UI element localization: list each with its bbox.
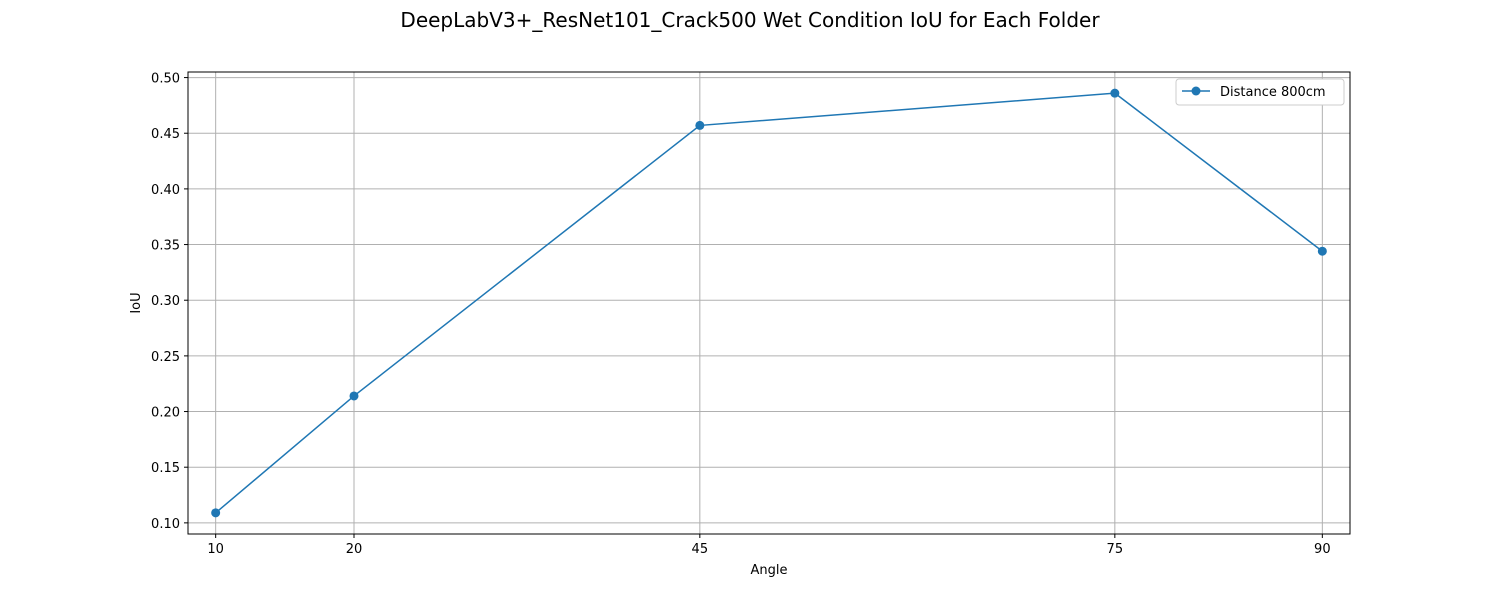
x-tick-label: 20 — [346, 542, 363, 557]
data-point — [695, 120, 705, 130]
x-axis: 10 20 45 75 90 — [207, 534, 1331, 557]
y-axis-label: IoU — [129, 292, 144, 313]
y-tick-label: 0.40 — [151, 183, 180, 198]
chart-title: DeepLabV3+_ResNet101_Crack500 Wet Condit… — [400, 8, 1100, 32]
plot-frame — [187, 71, 1351, 535]
y-tick-label: 0.30 — [151, 294, 180, 309]
data-point — [349, 391, 359, 401]
data-point — [1317, 246, 1327, 256]
y-tick-label: 0.50 — [151, 72, 180, 87]
legend-label: Distance 800cm — [1220, 85, 1326, 100]
y-tick-label: 0.20 — [151, 406, 180, 421]
legend-box — [1175, 78, 1345, 106]
y-tick-label: 0.10 — [151, 517, 180, 532]
series-layer — [211, 88, 1327, 518]
y-tick-label: 0.15 — [151, 461, 180, 476]
y-tick-label: 0.45 — [151, 127, 180, 142]
data-point — [1110, 88, 1120, 98]
x-tick-label: 10 — [207, 542, 224, 557]
x-axis-label: Angle — [751, 563, 788, 578]
y-tick-label: 0.25 — [151, 350, 180, 365]
x-tick-label: 90 — [1314, 542, 1331, 557]
grid-lines — [188, 72, 1350, 534]
x-tick-label: 45 — [692, 542, 709, 557]
legend-marker-icon — [1191, 86, 1201, 96]
y-axis: 0.10 0.15 0.20 0.25 0.30 0.35 0.40 0.45 0.50 — [151, 72, 188, 532]
data-point — [211, 508, 221, 518]
series-line — [215, 92, 1323, 514]
y-tick-label: 0.35 — [151, 239, 180, 254]
legend: Distance 800cm — [1175, 78, 1345, 106]
x-tick-label: 75 — [1107, 542, 1124, 557]
